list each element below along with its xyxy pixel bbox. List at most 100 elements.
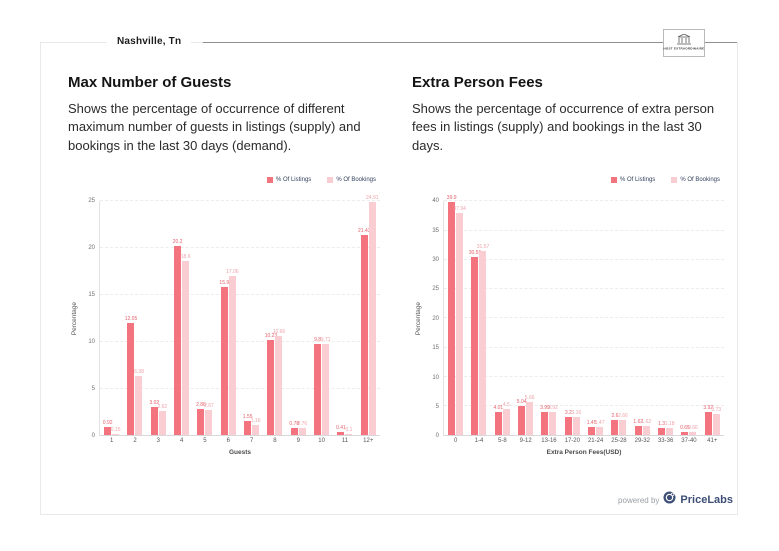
y-tick-label: 20 [432, 315, 439, 322]
chart-legend: % Of Listings % Of Bookings [412, 177, 724, 184]
legend-item-bookings[interactable]: % Of Bookings [327, 177, 376, 184]
bar-listings: 15.9 [219, 280, 229, 436]
gridline [444, 200, 724, 202]
x-category-label: 9 [296, 438, 300, 445]
bar-group: 0.78 0.76 [287, 201, 310, 436]
bar-group: 9.8 9.71 [310, 201, 333, 436]
bar-value-label: 0.1 [345, 427, 353, 434]
gridline [100, 387, 380, 389]
pricelabs-brand[interactable]: PriceLabs [680, 494, 733, 506]
y-tick-label: 25 [88, 198, 95, 205]
y-axis: 0 5 10 15 20 25 [81, 198, 99, 439]
y-tick-label: 35 [432, 227, 439, 234]
x-category-label: 3 [156, 438, 160, 445]
section-extra-fees: Extra Person Fees Shows the percentage o… [412, 74, 724, 456]
bar-value-label: 2.66 [618, 412, 628, 419]
bar-value-label: 9.8 [314, 336, 322, 343]
pricelabs-icon [663, 491, 676, 509]
bar-listings: 1.55 [243, 414, 252, 436]
bar-value-label: 30.55 [468, 249, 482, 256]
bar-value-label: 1.55 [242, 413, 253, 420]
bar-bookings: 2.67 [204, 404, 214, 436]
x-category-label: 11 [341, 438, 349, 445]
bar-group: 12.05 6.38 [123, 201, 146, 436]
bar-value-label: 3.92 [703, 405, 714, 412]
gridline [100, 340, 380, 342]
bar-value-label: 4.01 [493, 404, 504, 411]
chart-body: Percentage 0 5 10 15 20 25 0.92 0.15 12.05 6.38 3… [68, 196, 380, 439]
legend-item-bookings[interactable]: % Of Bookings [671, 177, 720, 184]
y-tick-label: 20 [88, 245, 95, 252]
bar-value-label: 0.66 [688, 424, 698, 431]
bar-value-label: 3.92 [548, 405, 558, 412]
chart-extra-fees: % Of Listings % Of Bookings Percentage 0… [412, 177, 724, 456]
bar-bookings: 2.62 [157, 404, 167, 436]
x-category-label: 33-36 [657, 438, 674, 445]
bar-value-label: 3.16 [571, 409, 582, 416]
bar-value-label: 3.02 [149, 400, 160, 407]
bar-bookings: 31.57 [477, 244, 489, 436]
bar-group: 39.9 37.94 [444, 195, 467, 436]
bar-bookings: 0.76 [297, 422, 307, 436]
x-category-label: 7 [249, 438, 254, 445]
bar-group: 1.3 1.18 [654, 201, 677, 436]
bar-value-label: 0.15 [110, 426, 121, 433]
x-axis-title: Extra Person Fees(USD) [546, 449, 622, 457]
gridline [444, 346, 724, 348]
bar-bookings: 1.62 [641, 419, 651, 436]
bar-listings: 0.65 [680, 425, 690, 436]
legend-swatch-listings-icon [266, 177, 273, 184]
x-category-label: 9-12 [519, 438, 532, 445]
bar-value-label: 5.66 [524, 395, 535, 402]
y-tick-label: 30 [432, 257, 439, 264]
bar-value-label: 6.38 [134, 368, 144, 375]
x-category-label: 6 [226, 438, 230, 445]
bar-value-label: 1.62 [641, 418, 652, 425]
x-category-label: 25-28 [611, 438, 627, 445]
bar-group: 0.65 0.66 [677, 201, 700, 436]
bar-group: 2.6 2.66 [607, 201, 630, 436]
section-max-guests: Max Number of Guests Shows the percentag… [68, 74, 380, 456]
bar-value-label: 15.9 [219, 279, 230, 286]
plot-area: 39.9 37.94 30.55 31.57 4.01 4.5 5.04 5.66 3.99 3.… [443, 195, 724, 437]
bar-group: 3.02 2.62 [147, 201, 170, 436]
gridline [100, 293, 380, 295]
bar-listings: 30.55 [469, 250, 481, 436]
bar-group: 2.86 2.67 [193, 201, 216, 436]
x-category-label: 0 [453, 438, 458, 445]
bar-value-label: 31.57 [476, 243, 490, 250]
bar-bookings: 5.66 [525, 396, 535, 436]
bar-listings: 0.78 [289, 422, 299, 436]
gridline [100, 200, 380, 202]
section-title-extra-fees: Extra Person Fees [412, 74, 543, 91]
y-axis-title: Percentage [71, 302, 78, 336]
bar-bookings: 9.71 [321, 338, 330, 436]
bar-listings: 1.3 [658, 421, 666, 436]
bar-value-label: 2.62 [157, 403, 168, 410]
bar-value-label: 0.76 [297, 421, 308, 428]
bar-listings: 10.23 [265, 333, 277, 436]
bar-group: 1.62 1.62 [631, 201, 654, 436]
bar-bookings: 24.91 [366, 196, 379, 436]
x-category-label: 41+ [707, 438, 718, 445]
legend-item-listings[interactable]: % Of Listings [266, 177, 311, 184]
plot-area: 0.92 0.15 12.05 6.38 3.02 2.62 20.2 18.6 2.86 2.6… [99, 196, 380, 437]
bar-listings: 2.86 [196, 402, 206, 436]
bar-bookings: 0.1 [345, 428, 353, 436]
legend-item-listings[interactable]: % Of Listings [610, 177, 655, 184]
bar-value-label: 4.5 [502, 402, 510, 409]
x-category-label: 29-32 [634, 438, 650, 445]
gridline [444, 258, 724, 260]
powered-by-text: powered by [618, 495, 660, 505]
y-tick-label: 5 [91, 386, 95, 393]
bar-group: 5.04 5.66 [514, 201, 537, 436]
y-axis: 0 5 10 15 20 25 30 35 40 [425, 198, 443, 439]
bar-listings: 20.2 [173, 240, 183, 436]
bar-listings: 3.2 [564, 410, 572, 436]
bar-value-label: 0.78 [289, 421, 300, 428]
building-icon [676, 34, 692, 45]
gridline [444, 317, 724, 319]
chart-legend: % Of Listings % Of Bookings [68, 177, 380, 184]
bar-value-label: 39.9 [446, 194, 457, 201]
